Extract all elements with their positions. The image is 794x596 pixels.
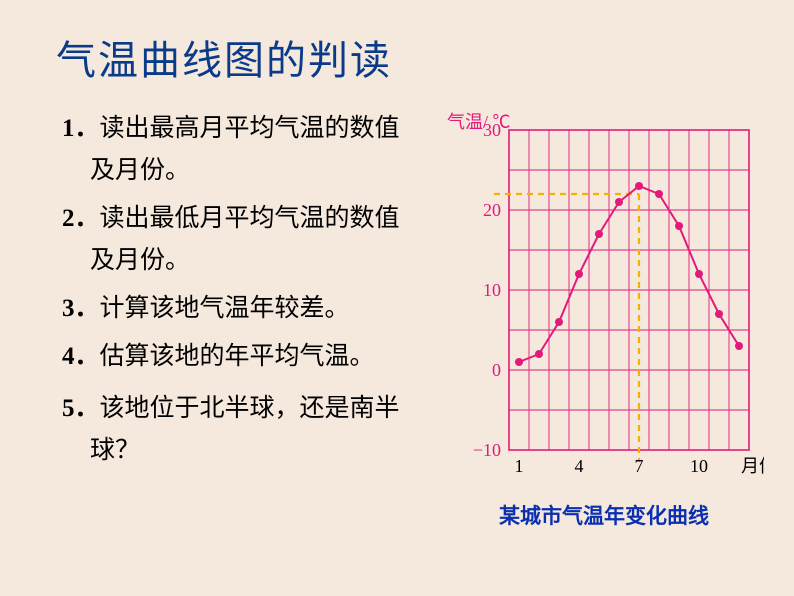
item-number: 1．	[62, 115, 100, 142]
list-item: 3．计算该地气温年较差。	[62, 288, 442, 330]
instruction-list: 1．读出最高月平均气温的数值及月份。2．读出最低月平均气温的数值及月份。3．计算…	[62, 108, 442, 478]
item-text: 计算该地气温年较差。	[100, 295, 350, 322]
svg-text:气温/ ℃: 气温/ ℃	[447, 112, 511, 132]
item-text: 估算该地的年平均气温。	[100, 343, 375, 370]
list-item: 2．读出最低月平均气温的数值及月份。	[62, 198, 442, 282]
svg-text:10: 10	[483, 280, 501, 300]
list-item: 4．估算该地的年平均气温。	[62, 336, 442, 378]
svg-text:7: 7	[635, 456, 644, 476]
svg-text:−10: −10	[473, 440, 501, 460]
item-number: 3．	[62, 295, 100, 322]
page-title: 气温曲线图的判读	[56, 28, 392, 86]
chart-svg: −10010203014710月份气温/ ℃	[444, 110, 764, 505]
svg-text:月份: 月份	[741, 456, 764, 476]
item-text: 球？	[90, 430, 442, 472]
item-number: 5．	[62, 395, 100, 422]
item-text: 及月份。	[90, 240, 442, 282]
svg-text:20: 20	[483, 200, 501, 220]
svg-text:4: 4	[575, 456, 584, 476]
list-item: 1．读出最高月平均气温的数值及月份。	[62, 108, 442, 192]
temperature-chart: −10010203014710月份气温/ ℃ 某城市气温年变化曲线	[444, 110, 764, 530]
chart-caption: 某城市气温年变化曲线	[444, 500, 764, 530]
svg-text:10: 10	[690, 456, 708, 476]
svg-text:0: 0	[492, 360, 501, 380]
item-number: 2．	[62, 205, 100, 232]
item-text: 及月份。	[90, 150, 442, 192]
item-text: 该地位于北半球，还是南半	[100, 395, 400, 422]
list-item: 5．该地位于北半球，还是南半球？	[62, 388, 442, 472]
item-text: 读出最高月平均气温的数值	[100, 115, 400, 142]
item-number: 4．	[62, 343, 100, 370]
svg-text:1: 1	[515, 456, 524, 476]
item-text: 读出最低月平均气温的数值	[100, 205, 400, 232]
